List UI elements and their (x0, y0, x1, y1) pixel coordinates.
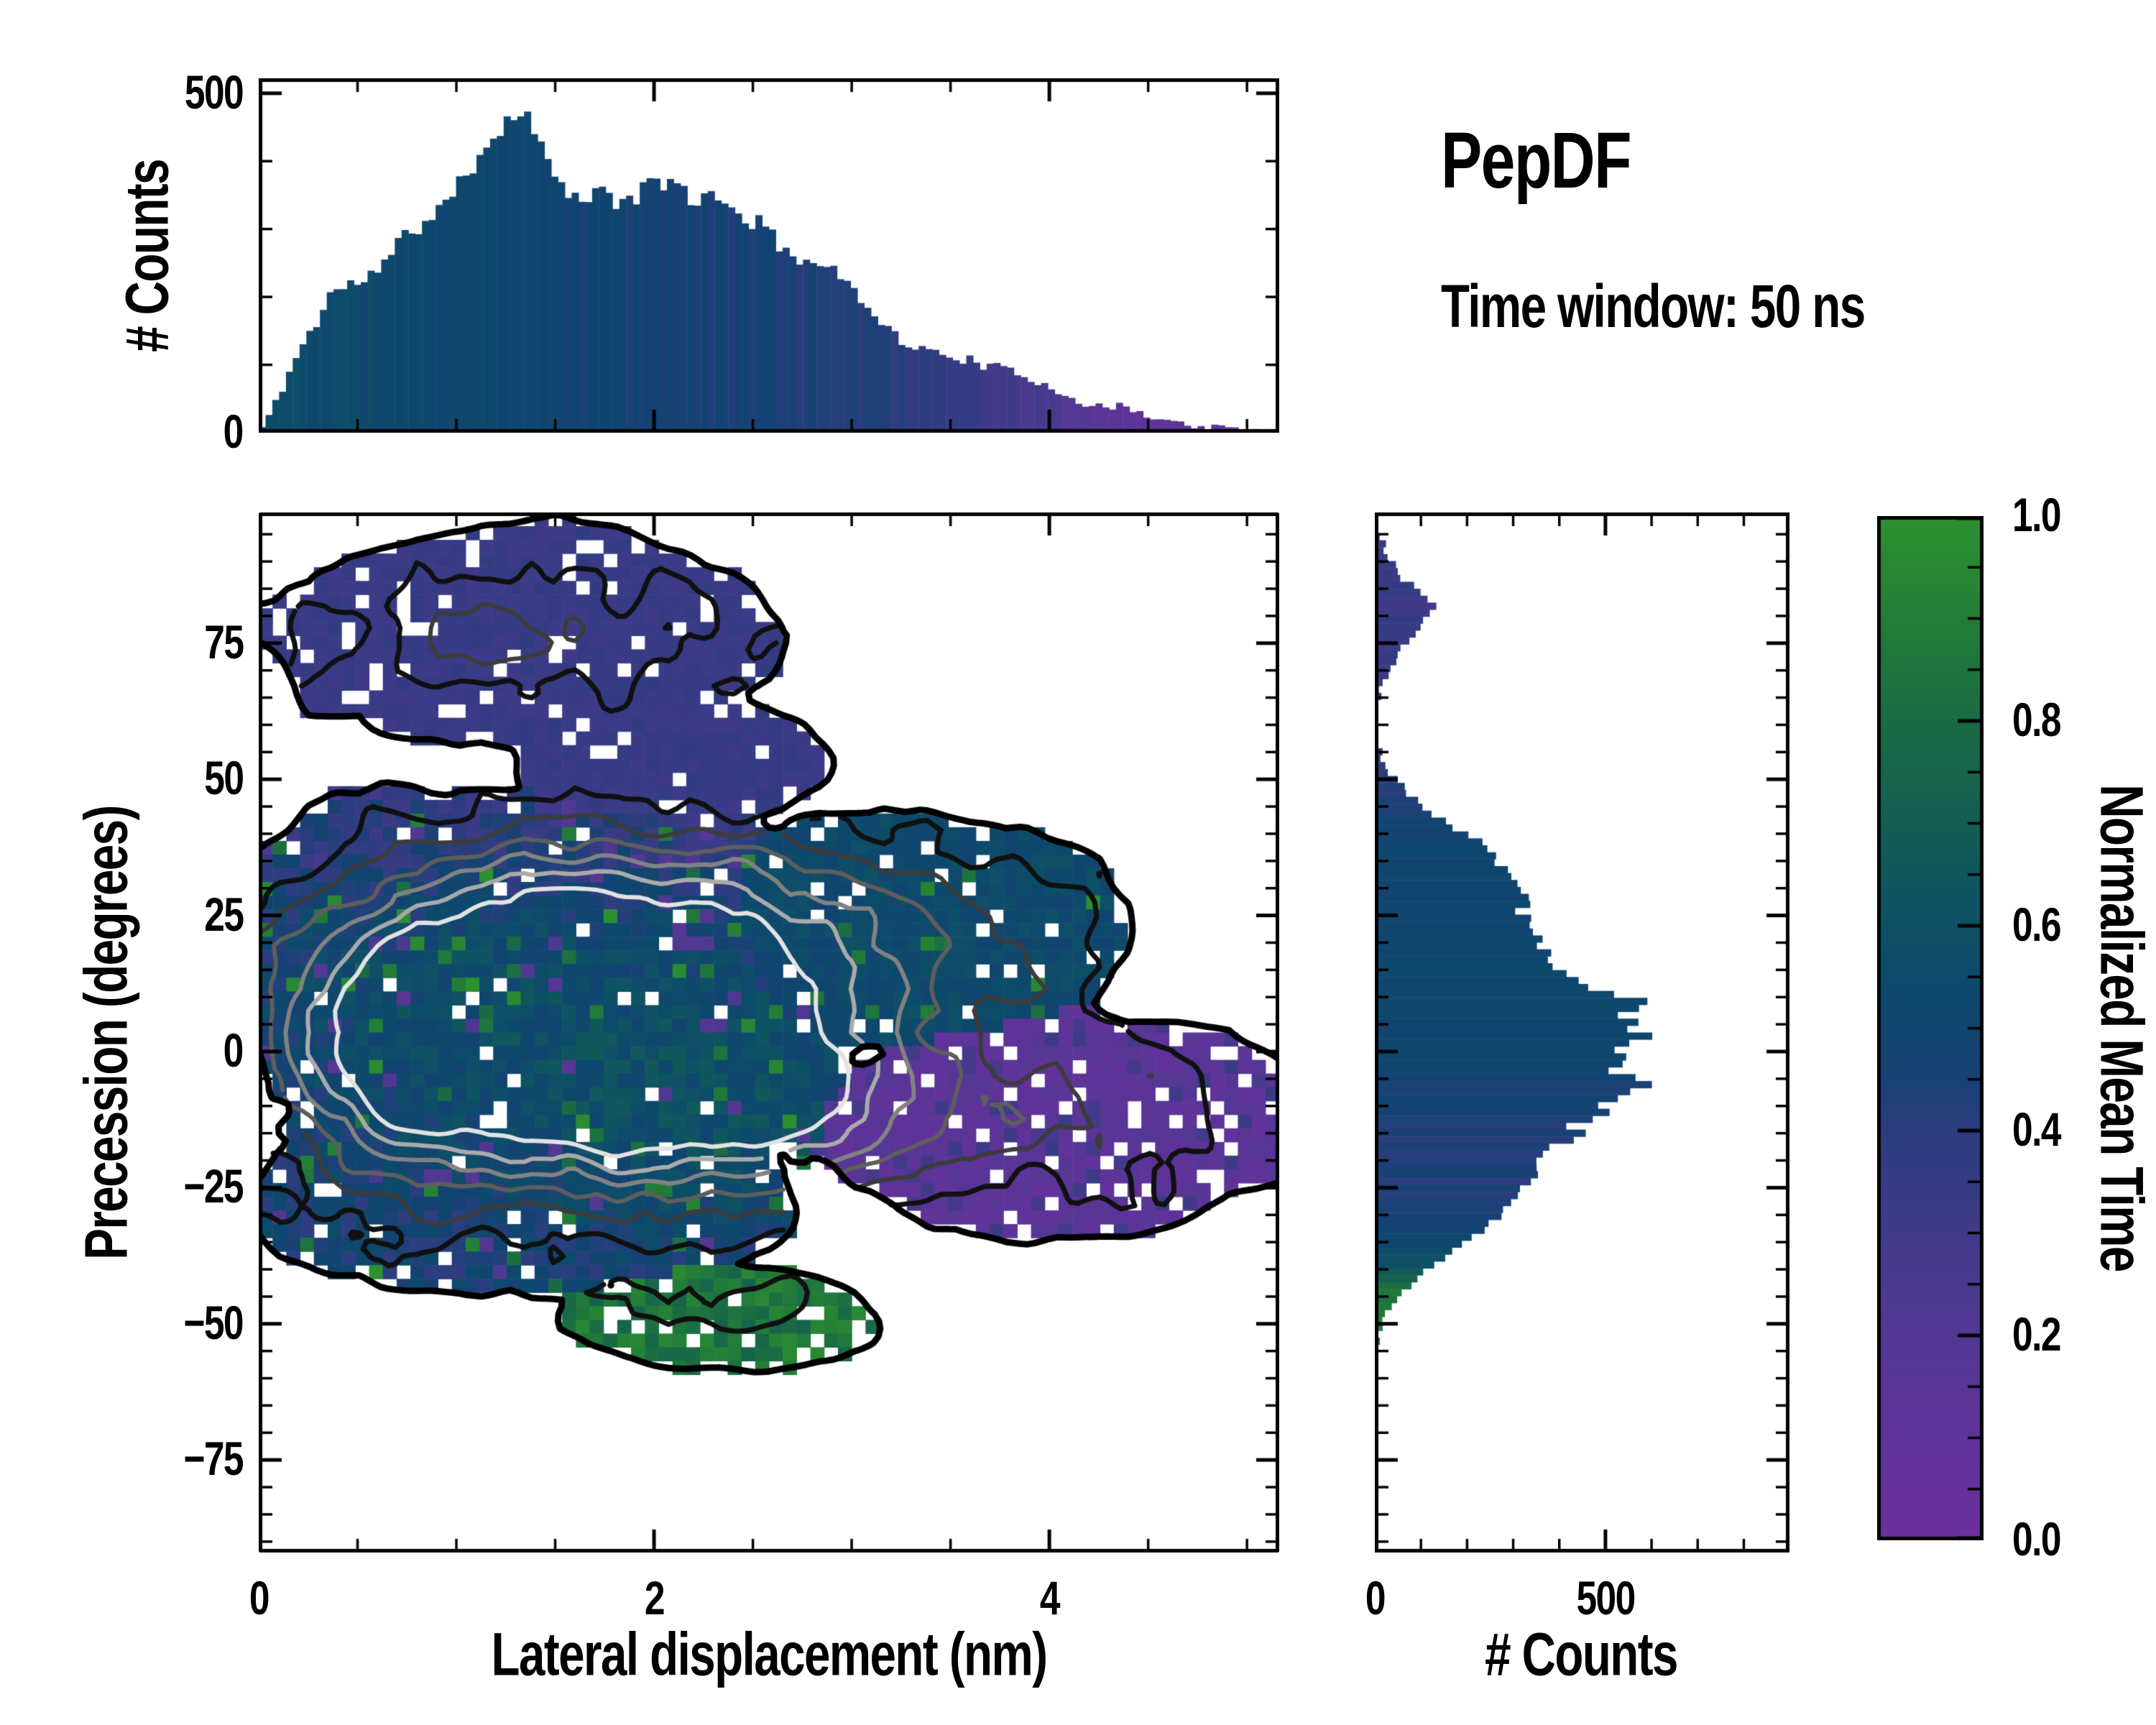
main-xlabel: Lateral displacement (nm) (491, 1620, 1048, 1688)
right-hist-xtick-0: 0 (1365, 1571, 1386, 1624)
colorbar-tick-0.0: 0.0 (2012, 1512, 2061, 1565)
main-ytick-25: 25 (203, 887, 244, 941)
top-hist-ytick-0: 0 (223, 405, 244, 458)
main-ytick--25: −25 (183, 1159, 244, 1213)
top-hist-ylabel: # Counts (113, 160, 181, 352)
right-hist-xtick-500: 500 (1576, 1571, 1636, 1624)
main-ytick--50: −50 (183, 1295, 244, 1349)
top-hist-ytick-500: 500 (184, 65, 244, 119)
right-histogram-canvas (1375, 512, 1789, 1552)
colorbar-tick-0.2: 0.2 (2012, 1307, 2061, 1361)
main-xtick-2: 2 (644, 1571, 665, 1624)
colorbar-tick-1.0: 1.0 (2012, 488, 2061, 541)
figure-title: PepDF (1441, 116, 1631, 205)
main-xtick-0: 0 (249, 1571, 270, 1624)
colorbar-tick-0.8: 0.8 (2012, 693, 2061, 746)
main-ytick-75: 75 (203, 615, 244, 668)
colorbar-canvas (1877, 516, 1984, 1540)
colorbar-label: Normalized Mean Time (2088, 784, 2156, 1271)
figure-subtitle: Time window: 50 ns (1441, 272, 1866, 340)
joint-heatmap-canvas (259, 512, 1279, 1552)
main-ylabel: Precession (degrees) (72, 806, 140, 1260)
main-xtick-4: 4 (1039, 1571, 1061, 1624)
colorbar-tick-0.4: 0.4 (2012, 1103, 2061, 1156)
top-histogram-canvas (259, 78, 1279, 433)
main-ytick--75: −75 (183, 1432, 244, 1486)
main-ytick-0: 0 (223, 1024, 244, 1077)
main-ytick-50: 50 (203, 751, 244, 805)
colorbar-tick-0.6: 0.6 (2012, 898, 2061, 951)
right-hist-xlabel: # Counts (1485, 1620, 1678, 1688)
